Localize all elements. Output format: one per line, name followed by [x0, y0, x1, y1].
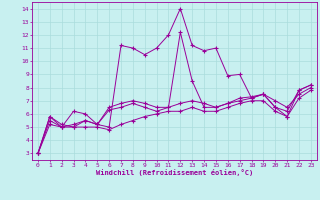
X-axis label: Windchill (Refroidissement éolien,°C): Windchill (Refroidissement éolien,°C) [96, 169, 253, 176]
